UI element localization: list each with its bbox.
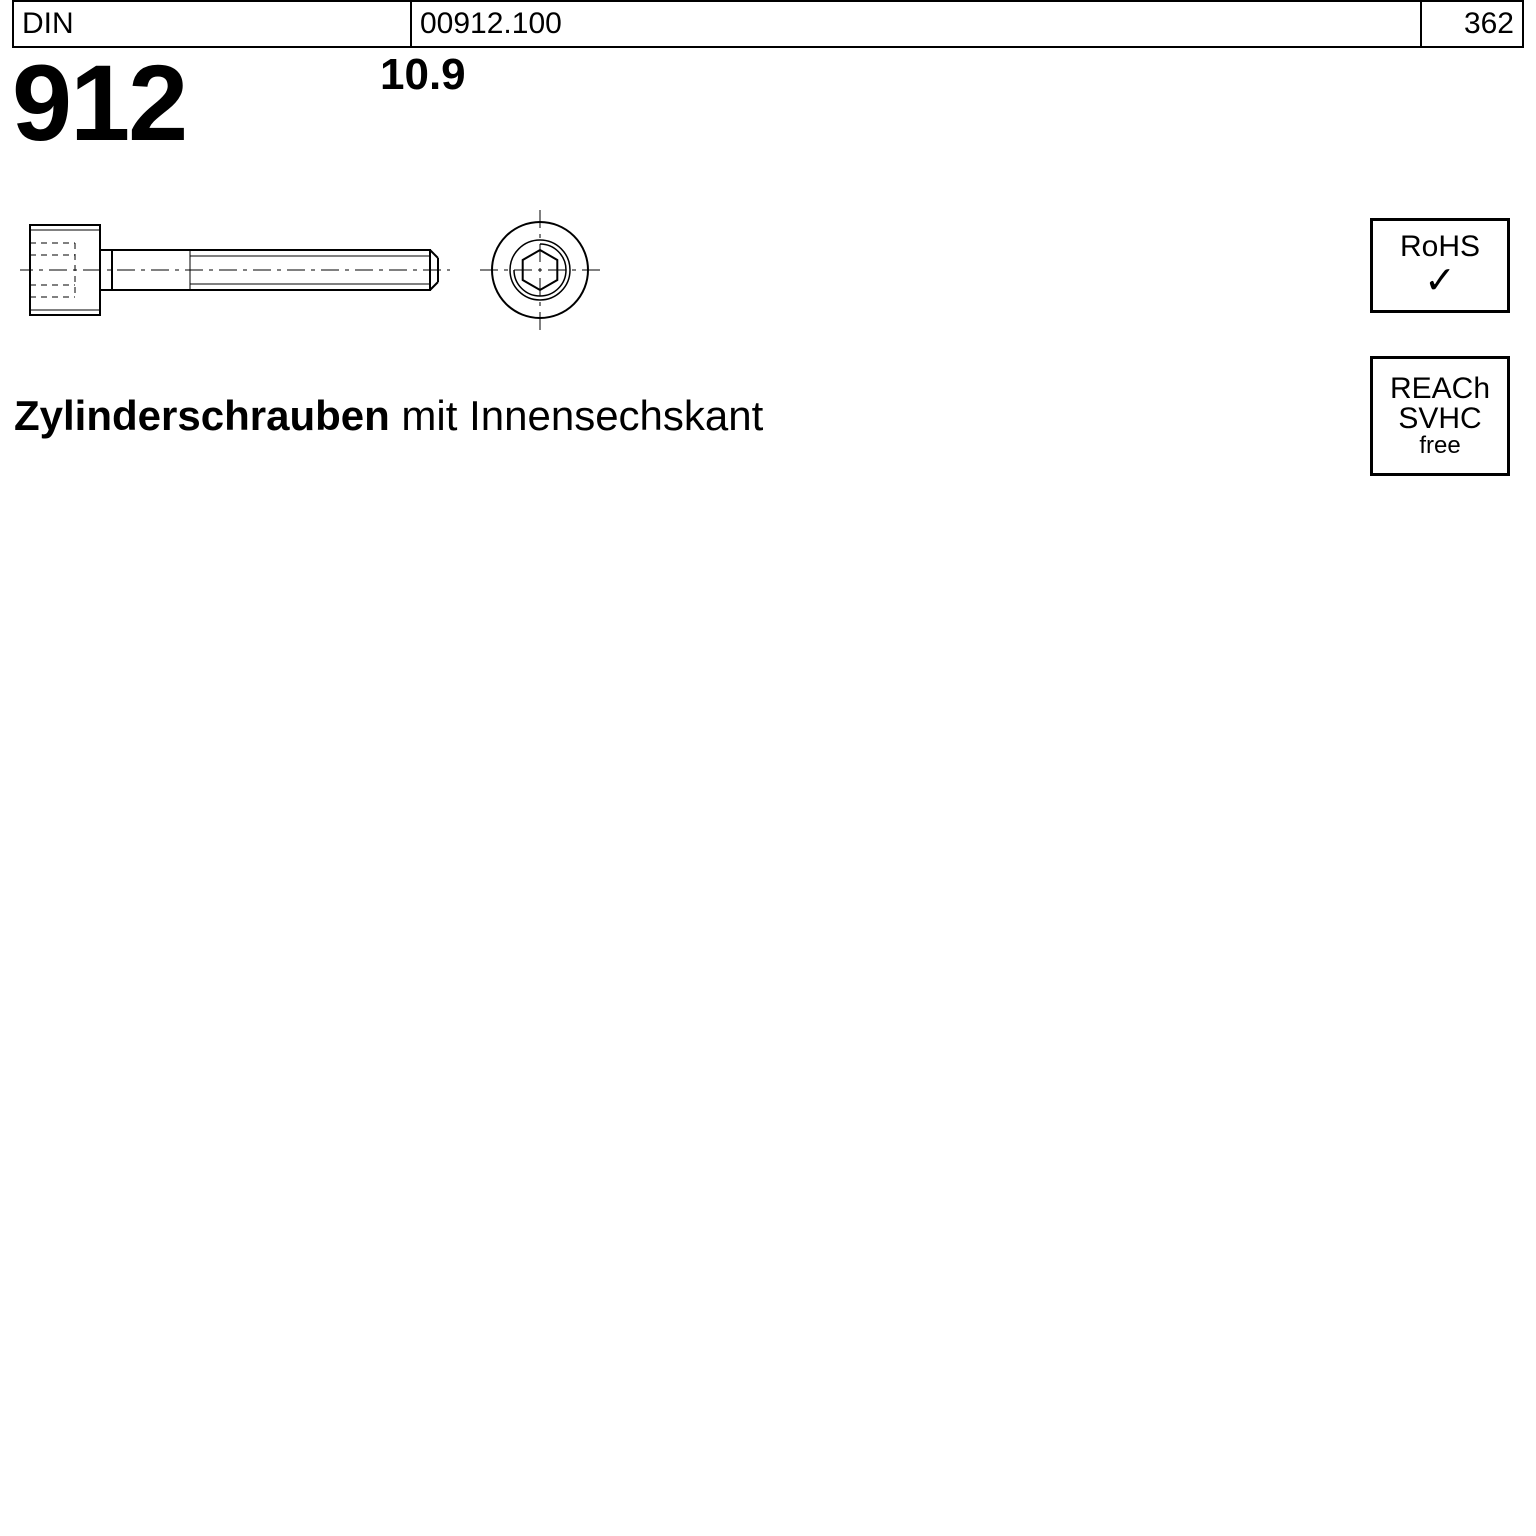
- header-din-label: DIN: [22, 7, 74, 41]
- header-right-cell: 362: [1422, 2, 1522, 46]
- product-title: Zylinderschrauben mit Innensechskant: [14, 392, 763, 440]
- header-page-label: 362: [1464, 7, 1514, 41]
- product-title-rest: mit Innensechskant: [390, 392, 764, 439]
- screw-drawing: [20, 200, 640, 340]
- rohs-label: RoHS: [1400, 232, 1480, 262]
- check-icon: ✓: [1424, 262, 1456, 300]
- header-row: DIN 00912.100 362: [12, 0, 1524, 48]
- reach-line3: free: [1419, 434, 1460, 458]
- header-code-label: 00912.100: [420, 7, 562, 41]
- header-mid-cell: 00912.100: [412, 2, 1422, 46]
- rohs-badge: RoHS ✓: [1370, 218, 1510, 313]
- product-title-bold: Zylinderschrauben: [14, 392, 390, 439]
- strength-grade: 10.9: [380, 50, 466, 100]
- standard-number: 912: [12, 40, 186, 165]
- reach-line1: REACh: [1390, 374, 1490, 404]
- reach-line2: SVHC: [1398, 404, 1481, 434]
- reach-badge: REACh SVHC free: [1370, 356, 1510, 476]
